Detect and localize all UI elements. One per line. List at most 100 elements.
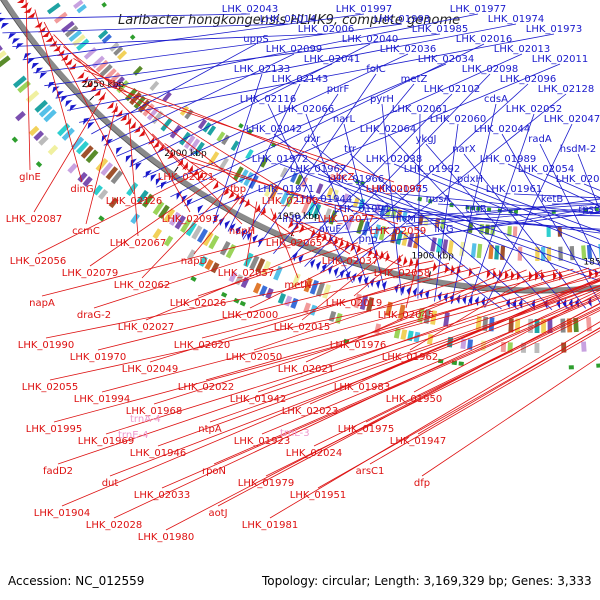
- reverse-gene-arrow: [212, 180, 219, 190]
- feature-block: [238, 123, 244, 129]
- reverse-gene-arrow: [167, 151, 174, 160]
- feature-block: [248, 174, 259, 189]
- feature-block: [136, 189, 149, 204]
- forward-gene-arrow: [197, 204, 204, 214]
- feature-block: [162, 91, 172, 102]
- gene-label: LHK_01946: [130, 448, 186, 459]
- feature-block: [38, 135, 49, 146]
- gene-label: arsC1: [356, 466, 385, 477]
- gene-label: LHK_02055: [22, 382, 78, 393]
- feature-block: [476, 206, 481, 211]
- forward-gene-arrow: [310, 258, 316, 269]
- leader-line: [205, 267, 600, 381]
- feature-block: [561, 342, 567, 353]
- feature-block: [33, 130, 45, 141]
- feature-block: [67, 162, 78, 174]
- leader-line: [85, 103, 118, 225]
- gene-label: fadD2: [43, 466, 73, 477]
- leader-line: [0, 13, 251, 20]
- feature-block: [183, 135, 196, 149]
- gene-label: narX: [452, 144, 476, 155]
- leader-line: [270, 208, 299, 279]
- reverse-gene-arrow: [106, 101, 114, 109]
- gene-label: LHK_02133: [234, 64, 290, 75]
- leader-line: [176, 152, 347, 213]
- forward-gene-arrow: [468, 295, 473, 306]
- gene-label: LHK_02047: [544, 114, 600, 125]
- gene-label: LHK_01995: [26, 424, 82, 435]
- feature-block: [490, 224, 496, 236]
- feature-block: [259, 157, 269, 168]
- feature-block: [61, 127, 75, 141]
- leader-line: [44, 33, 441, 87]
- reverse-gene-arrow: [197, 171, 203, 180]
- reverse-gene-arrow: [260, 206, 266, 216]
- reverse-gene-arrow: [45, 35, 54, 42]
- gene-label: LHK_01979: [238, 478, 294, 489]
- gene-label: LHK_02041: [304, 54, 360, 65]
- feature-block: [322, 284, 332, 299]
- leader-line: [105, 279, 600, 435]
- gene-label: LHK_02028: [86, 520, 142, 531]
- leader-line: [129, 43, 371, 168]
- feature-block: [428, 198, 433, 204]
- reverse-gene-arrow: [321, 232, 327, 242]
- reverse-gene-arrow: [124, 117, 132, 126]
- leader-line: [49, 269, 558, 381]
- feature-block: [295, 174, 304, 186]
- reverse-gene-arrow: [77, 71, 85, 79]
- gene-label: LHK_02011: [532, 54, 588, 65]
- forward-gene-arrow: [587, 296, 592, 307]
- feature-block: [43, 109, 57, 123]
- feature-block: [323, 208, 332, 223]
- gene-label: LHK_02000: [222, 310, 278, 321]
- gene-label: LHK_02003: [556, 174, 600, 185]
- gene-label: LHK_02060: [430, 114, 486, 125]
- feature-block: [92, 184, 103, 196]
- gene-label: LHK_01980: [138, 532, 194, 543]
- feature-block: [366, 296, 375, 312]
- feature-block: [98, 215, 105, 222]
- gene-label: LHK_02121: [158, 172, 214, 183]
- feature-block: [315, 281, 325, 297]
- leader-line: [128, 113, 139, 237]
- gene-label: ccmC: [72, 226, 100, 237]
- gene-label: LHK_02061: [392, 104, 448, 115]
- reverse-gene-arrow: [41, 31, 50, 38]
- leader-line: [583, 183, 600, 191]
- leader-line: [94, 81, 395, 183]
- feature-block: [546, 246, 552, 261]
- forward-gene-arrow: [56, 90, 64, 98]
- forward-gene-arrow: [83, 117, 90, 125]
- gene-label: LHK_02062: [114, 280, 170, 291]
- gene-label: uppS: [243, 34, 268, 45]
- gene-label: LHK_01973: [526, 24, 582, 35]
- feature-block: [291, 273, 301, 288]
- feature-block: [476, 243, 483, 259]
- feature-block: [430, 237, 437, 252]
- feature-block: [361, 221, 370, 236]
- gene-label: LHK_02043: [222, 4, 278, 15]
- feature-block: [68, 29, 83, 42]
- reverse-gene-arrow: [238, 195, 245, 205]
- leader-line: [329, 206, 600, 235]
- feature-block: [152, 201, 165, 216]
- gene-label: LHK_02079: [62, 268, 118, 279]
- forward-gene-arrow: [8, 33, 17, 40]
- feature-block: [239, 300, 246, 307]
- leader-line: [89, 178, 217, 267]
- feature-block: [85, 149, 99, 164]
- gene-label: folC: [366, 64, 385, 75]
- feature-block: [160, 117, 173, 132]
- leader-line: [212, 73, 263, 224]
- forward-gene-arrow: [39, 72, 48, 79]
- feature-block: [360, 180, 366, 186]
- feature-block: [28, 125, 40, 137]
- gene-label: LHK_01965: [372, 184, 428, 195]
- gene-label: LHK_02052: [506, 104, 562, 115]
- forward-gene-arrow: [235, 226, 242, 236]
- feature-block: [233, 166, 244, 181]
- feature-block: [441, 239, 449, 254]
- gene-label: ykgJ: [415, 134, 436, 145]
